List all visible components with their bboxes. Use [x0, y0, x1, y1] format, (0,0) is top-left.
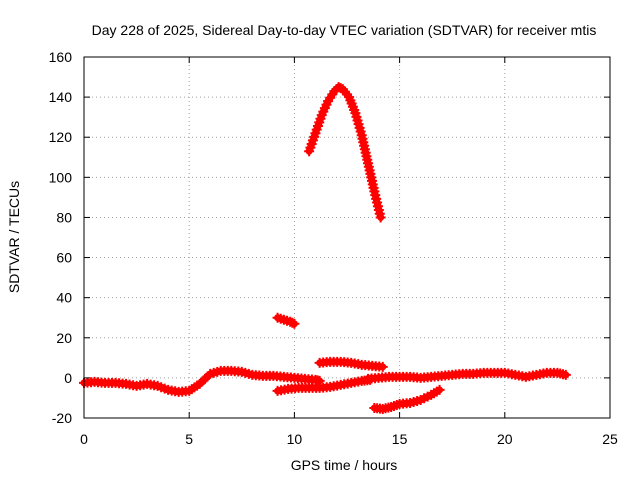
- y-tick-label: 60: [56, 250, 72, 266]
- x-tick-label: 10: [287, 431, 303, 447]
- y-tick-label: 80: [56, 209, 72, 225]
- y-tick-label: 120: [49, 129, 73, 145]
- y-tick-label: 0: [64, 370, 72, 386]
- grid: [84, 57, 610, 418]
- y-tick-label: -20: [52, 410, 72, 426]
- axis-ticks: 0 5 10 15 20 25 -20 0 20 40 60 80 100 120 140 160: [49, 49, 618, 447]
- data-points: [79, 82, 571, 414]
- y-axis-label: SDTVAR / TECUs: [6, 181, 22, 293]
- series-5: [314, 356, 388, 372]
- x-tick-label: 25: [602, 431, 618, 447]
- data-point: [434, 384, 445, 395]
- x-tick-label: 20: [497, 431, 513, 447]
- chart-title: Day 228 of 2025, Sidereal Day-to-day VTE…: [92, 22, 597, 38]
- data-point: [377, 361, 388, 372]
- series-6: [363, 367, 571, 384]
- data-point: [289, 318, 300, 329]
- y-tick-label: 40: [56, 290, 72, 306]
- y-tick-label: 140: [49, 89, 73, 105]
- series-1: [79, 365, 325, 397]
- data-point: [287, 317, 298, 328]
- x-tick-label: 15: [392, 431, 408, 447]
- data-point: [560, 369, 571, 380]
- x-tick-label: 0: [80, 431, 88, 447]
- y-tick-label: 20: [56, 330, 72, 346]
- series-2: [304, 82, 386, 223]
- y-tick-label: 160: [49, 49, 73, 65]
- x-axis-label: GPS time / hours: [291, 457, 398, 473]
- y-tick-label: 100: [49, 169, 73, 185]
- x-tick-label: 5: [185, 431, 193, 447]
- series-3: [272, 312, 300, 329]
- data-point: [375, 212, 386, 223]
- series-7: [369, 384, 445, 414]
- plot-frame: [83, 56, 611, 419]
